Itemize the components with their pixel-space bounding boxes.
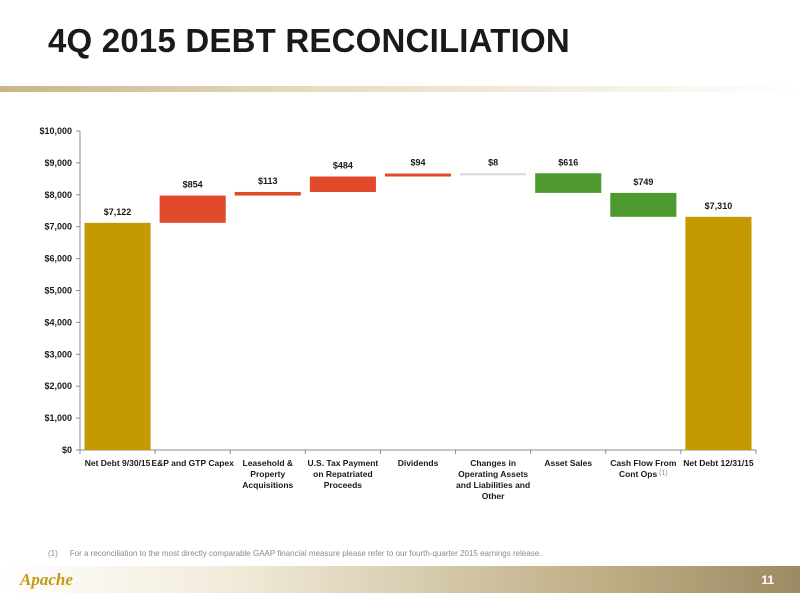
x-category-label: Net Debt 9/30/15 bbox=[85, 458, 151, 468]
x-category-label-line: Net Debt 12/31/15 bbox=[683, 458, 754, 468]
y-tick-label: $0 bbox=[62, 445, 72, 455]
x-category-label-line: Cont Ops bbox=[619, 469, 658, 479]
footnote-text: For a reconciliation to the most directl… bbox=[69, 549, 542, 558]
title-underline bbox=[0, 86, 800, 92]
waterfall-bar bbox=[384, 173, 452, 177]
y-tick-label: $5,000 bbox=[44, 286, 72, 296]
bar-value-label: $7,122 bbox=[104, 207, 132, 217]
waterfall-bar bbox=[309, 176, 376, 192]
bar-value-label: $94 bbox=[410, 158, 425, 168]
waterfall-bar bbox=[234, 191, 301, 196]
footnote-marker: (1) bbox=[657, 470, 668, 477]
x-category-label-line: Proceeds bbox=[324, 480, 363, 490]
x-category-label: Changes in Operating Assets and Liabilitie… bbox=[456, 458, 530, 501]
bar-value-label: $113 bbox=[258, 176, 278, 186]
y-tick-label: $3,000 bbox=[44, 349, 72, 359]
x-category-label-line: and Liabilities and bbox=[456, 480, 530, 490]
y-tick-label: $1,000 bbox=[44, 413, 72, 423]
bar-value-label: $484 bbox=[333, 161, 353, 171]
x-category-label-line: Dividends bbox=[398, 458, 439, 468]
footer-band bbox=[0, 566, 800, 593]
y-tick-label: $9,000 bbox=[44, 158, 72, 168]
y-tick-label: $10,000 bbox=[39, 126, 72, 136]
waterfall-bar bbox=[159, 195, 226, 223]
bar-value-label: $854 bbox=[183, 180, 203, 190]
x-category-label-line: Acquisitions bbox=[242, 480, 293, 490]
y-tick-label: $6,000 bbox=[44, 254, 72, 264]
apache-logo: Apache bbox=[20, 570, 73, 589]
x-category-label-line: Leasehold & bbox=[243, 458, 294, 468]
x-category-label-line: Asset Sales bbox=[544, 458, 592, 468]
page-title: 4Q 2015 DEBT RECONCILIATION bbox=[48, 22, 570, 59]
bar-value-label: $749 bbox=[633, 177, 653, 187]
debt-waterfall-chart: $0 $1,000 $2,000 $3,000 $4,000 $5,000 $6,000 $7… bbox=[39, 126, 757, 501]
footnote: (1) For a reconciliation to the most dire… bbox=[48, 549, 541, 558]
x-category-label: E&P and GTP Capex bbox=[151, 458, 234, 468]
bar-value-label: $616 bbox=[558, 157, 578, 167]
x-category-label: U.S. Tax Payment on Repatriated Proceeds bbox=[308, 458, 379, 490]
y-tick-label: $4,000 bbox=[44, 317, 72, 327]
x-category-label-line: U.S. Tax Payment bbox=[308, 458, 379, 468]
x-category-label-line: on Repatriated bbox=[313, 469, 373, 479]
bar-value-label: $7,310 bbox=[705, 201, 733, 211]
x-category-label-line: Changes in bbox=[470, 458, 516, 468]
x-category-label: Dividends bbox=[398, 458, 439, 468]
x-category-label-line: Net Debt 9/30/15 bbox=[85, 458, 151, 468]
y-tick-label: $2,000 bbox=[44, 381, 72, 391]
x-category-label-line: Operating Assets bbox=[458, 469, 528, 479]
x-category-label-line: E&P and GTP Capex bbox=[151, 458, 234, 468]
x-category-label: Leasehold & Property Acquisitions bbox=[242, 458, 293, 490]
waterfall-bar bbox=[84, 222, 151, 450]
waterfall-bar bbox=[460, 173, 527, 176]
page-number: 11 bbox=[761, 573, 774, 587]
x-category-label: Cash Flow From Cont Ops (1) bbox=[610, 458, 677, 479]
x-category-label: Net Debt 12/31/15 bbox=[683, 458, 754, 468]
waterfall-bar bbox=[610, 192, 677, 217]
footnote-number: (1) bbox=[48, 549, 58, 558]
bar-value-label: $8 bbox=[488, 157, 498, 167]
y-tick-label: $8,000 bbox=[44, 190, 72, 200]
x-category-label-line: Cash Flow From bbox=[610, 458, 677, 468]
waterfall-bar bbox=[535, 173, 602, 193]
x-category-label-line: Other bbox=[482, 491, 505, 501]
y-tick-label: $7,000 bbox=[44, 222, 72, 232]
waterfall-bar bbox=[685, 216, 752, 450]
x-category-label: Asset Sales bbox=[544, 458, 592, 468]
x-category-label-line: Property bbox=[250, 469, 285, 479]
